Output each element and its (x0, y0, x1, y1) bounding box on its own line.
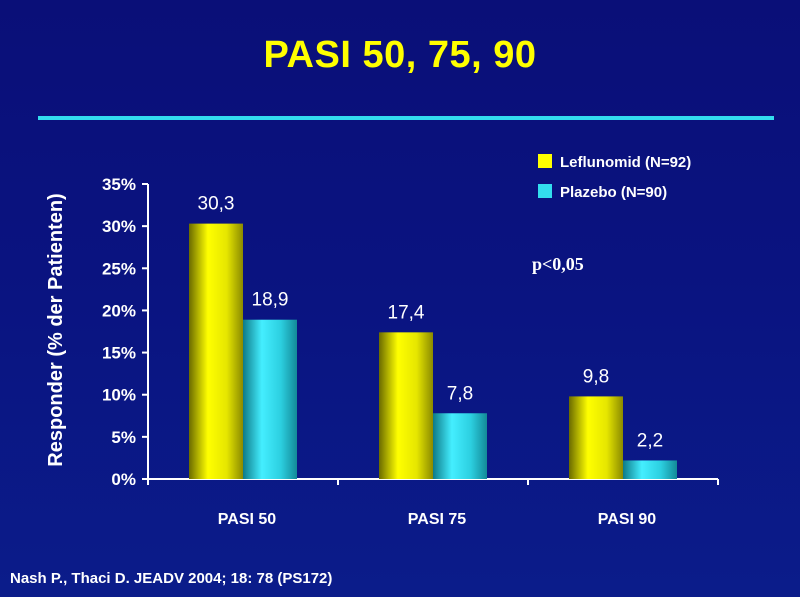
legend-swatch (538, 154, 552, 168)
bars: 30,3 18,9 PASI 50 17,4 7,8 PASI 75 9,8 2,2 PASI … (189, 194, 677, 528)
data-label: 17,4 (388, 302, 425, 323)
y-tick-label: 30% (102, 217, 136, 236)
y-tick-label: 5% (111, 428, 136, 447)
x-category-label: PASI 75 (408, 511, 467, 528)
bar-plazebo-2 (433, 413, 487, 479)
x-category-label: PASI 50 (218, 511, 277, 528)
legend-swatch (538, 184, 552, 198)
data-label: 2,2 (637, 430, 663, 451)
y-tick-label: 20% (102, 301, 136, 320)
legend-label: Leflunomid (N=92) (560, 154, 691, 171)
citation: Nash P., Thaci D. JEADV 2004; 18: 78 (PS… (10, 570, 333, 587)
y-tick-label: 35% (102, 175, 136, 194)
data-label: 9,8 (583, 366, 609, 387)
y-tick-label: 15% (102, 344, 136, 363)
bar-leflunomid-1 (189, 223, 243, 479)
y-tick-label: 0% (111, 470, 136, 489)
title-divider (38, 116, 774, 120)
y-tick-label: 25% (102, 259, 136, 278)
slide-title: PASI 50, 75, 90 (263, 34, 537, 76)
y-axis-title: Responder (% der Patienten) (45, 193, 67, 466)
data-label: 7,8 (447, 383, 473, 404)
legend-label: Plazebo (N=90) (560, 184, 667, 201)
data-label: 30,3 (198, 194, 235, 215)
bar-plazebo-1 (243, 319, 297, 479)
legend: Leflunomid (N=92) Plazebo (N=90) (538, 154, 691, 201)
y-tick-label: 10% (102, 386, 136, 405)
x-category-label: PASI 90 (598, 511, 657, 528)
bar-leflunomid-3 (569, 396, 623, 479)
bar-plazebo-3 (623, 460, 677, 479)
data-label: 18,9 (252, 290, 289, 311)
significance-note: p<0,05 (532, 254, 584, 274)
bar-leflunomid-2 (379, 332, 433, 479)
